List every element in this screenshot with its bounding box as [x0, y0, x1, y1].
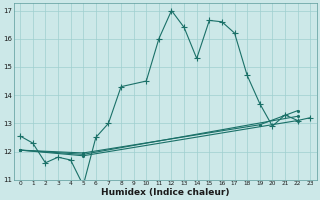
X-axis label: Humidex (Indice chaleur): Humidex (Indice chaleur) — [101, 188, 229, 197]
